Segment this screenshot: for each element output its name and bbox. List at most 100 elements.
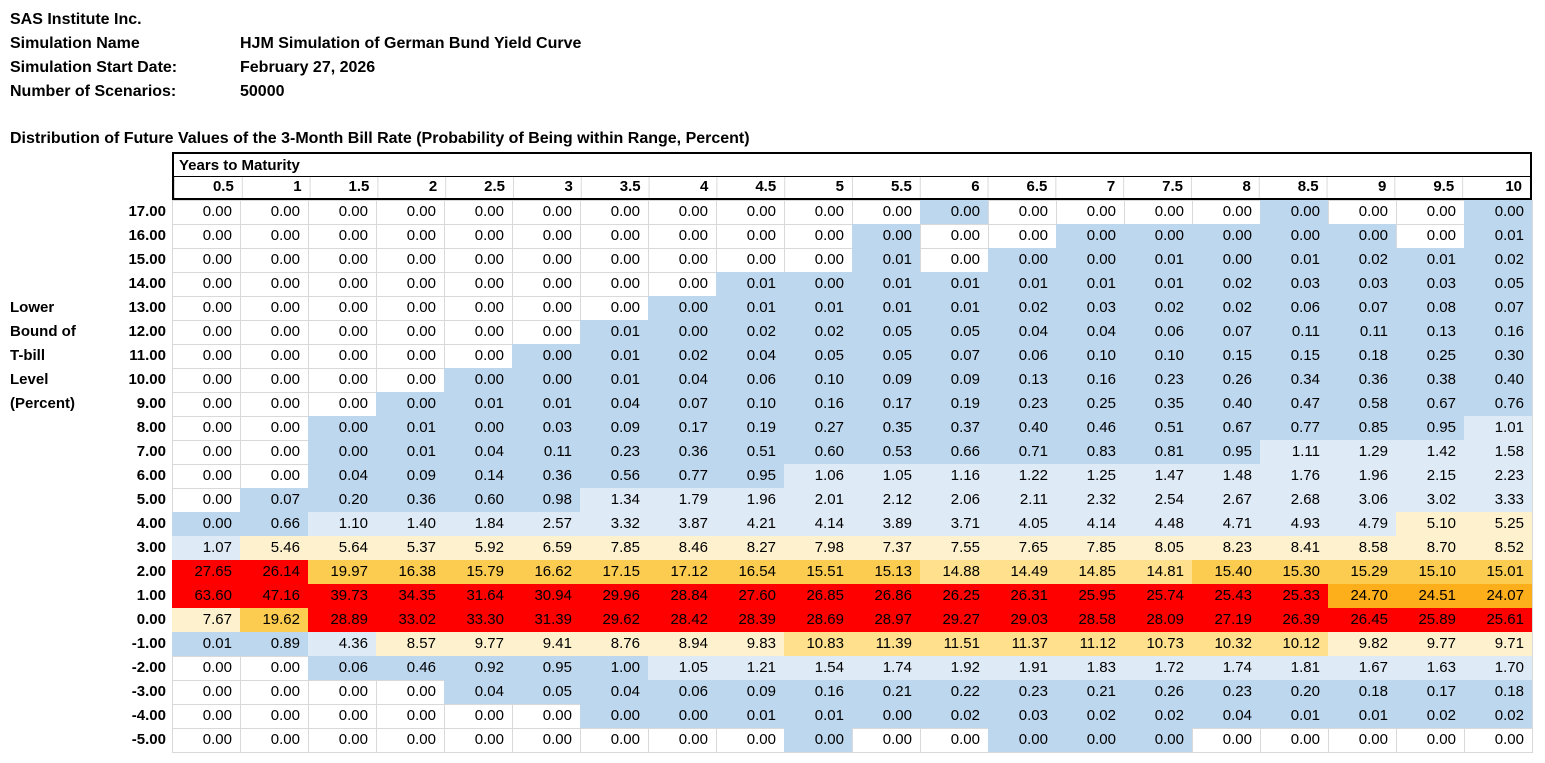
cell: 0.00 — [580, 704, 648, 728]
row-label: 13.00 — [128, 299, 166, 316]
cell: 1.10 — [308, 512, 376, 536]
cell: 4.48 — [1124, 512, 1192, 536]
cell: 0.00 — [1328, 224, 1396, 248]
cell: 8.58 — [1328, 536, 1396, 560]
cell: 0.06 — [308, 656, 376, 680]
cell: 0.46 — [376, 656, 444, 680]
cell: 0.00 — [542, 323, 572, 340]
cell: 0.00 — [338, 299, 368, 316]
cell: 0.00 — [474, 227, 504, 244]
cell: 0.00 — [950, 731, 980, 748]
cell: 8.46 — [648, 536, 716, 560]
cell: 8.94 — [648, 632, 716, 656]
cell: 0.95 — [1396, 416, 1464, 440]
cell: 28.42 — [648, 608, 716, 632]
cell: 0.01 — [784, 704, 852, 728]
cell: 0.30 — [1464, 344, 1532, 368]
cell: 0.00 — [202, 299, 232, 316]
cell: 0.01 — [716, 296, 784, 320]
cell: 17.12 — [648, 560, 716, 584]
cell: 0.02 — [648, 344, 716, 368]
cell: 27.60 — [716, 584, 784, 608]
cell: 0.04 — [1192, 704, 1260, 728]
cell: 3.87 — [648, 512, 716, 536]
cell: 1.42 — [1396, 440, 1464, 464]
cell: 0.01 — [716, 704, 784, 728]
cell: 0.23 — [1124, 368, 1192, 392]
cell: 0.95 — [512, 656, 580, 680]
cell: 0.03 — [1260, 272, 1328, 296]
column-header: 2.5 — [484, 178, 505, 195]
cell: 0.00 — [542, 227, 572, 244]
cell: 0.46 — [1056, 416, 1124, 440]
cell: 0.26 — [1124, 680, 1192, 704]
scenarios-value: 50000 — [240, 83, 285, 100]
cell: 0.00 — [406, 323, 436, 340]
cell: 9.82 — [1328, 632, 1396, 656]
cell: 0.00 — [1124, 728, 1192, 752]
cell: 0.00 — [406, 731, 436, 748]
column-header: 6.5 — [1026, 178, 1048, 195]
cell: 0.04 — [444, 440, 512, 464]
cell: 1.74 — [852, 656, 920, 680]
cell: 0.58 — [1328, 392, 1396, 416]
cell: 5.25 — [1464, 512, 1532, 536]
cell: 0.05 — [852, 344, 920, 368]
cell: 1.01 — [1464, 416, 1532, 440]
cell: 0.04 — [648, 368, 716, 392]
row-label: 4.00 — [136, 515, 166, 532]
cell: 0.53 — [852, 440, 920, 464]
cell: 0.03 — [1328, 272, 1396, 296]
row-group-label-line: Level — [10, 371, 49, 388]
cell: 2.11 — [988, 488, 1056, 512]
cell: 0.25 — [1396, 344, 1464, 368]
cell: 0.00 — [988, 248, 1056, 272]
cell: 0.00 — [406, 251, 436, 268]
cell: 0.07 — [1192, 320, 1260, 344]
cell: 0.16 — [784, 392, 852, 416]
column-header: 1.5 — [348, 178, 370, 195]
cell: 0.00 — [474, 731, 504, 748]
cell: 0.00 — [814, 251, 844, 268]
cell: 1.76 — [1260, 464, 1328, 488]
cell: 10.12 — [1260, 632, 1328, 656]
cell: 0.10 — [1056, 344, 1124, 368]
cell: 0.00 — [784, 272, 852, 296]
cell: 0.00 — [1426, 227, 1456, 244]
cell: 3.32 — [580, 512, 648, 536]
cell: 25.74 — [1124, 584, 1192, 608]
cell: 0.00 — [678, 203, 708, 220]
cell: 0.00 — [270, 659, 300, 676]
cell: 0.01 — [172, 632, 240, 656]
cell: 0.56 — [580, 464, 648, 488]
cell: 0.02 — [784, 320, 852, 344]
cell: 24.70 — [1328, 584, 1396, 608]
cell: 0.35 — [1124, 392, 1192, 416]
cell: 4.21 — [716, 512, 784, 536]
row-group-label-line: Lower — [10, 299, 55, 316]
cell: 26.85 — [784, 584, 852, 608]
cell: 27.65 — [172, 560, 240, 584]
cell: 1.05 — [648, 656, 716, 680]
cell: 0.00 — [1124, 224, 1192, 248]
cell: 11.51 — [920, 632, 988, 656]
cell: 0.13 — [988, 368, 1056, 392]
column-header: 9.5 — [1433, 178, 1455, 195]
cell: 0.01 — [1260, 248, 1328, 272]
cell: 0.00 — [270, 467, 300, 484]
cell: 7.85 — [580, 536, 648, 560]
cell: 0.09 — [580, 416, 648, 440]
cell: 0.00 — [338, 347, 368, 364]
company-name: SAS Institute Inc. — [10, 11, 142, 28]
cell: 0.11 — [1328, 320, 1396, 344]
cell: 0.40 — [1464, 368, 1532, 392]
row-label: 6.00 — [136, 467, 166, 484]
cell: 0.00 — [1086, 203, 1116, 220]
cell: 11.37 — [988, 632, 1056, 656]
cell: 0.00 — [1290, 731, 1320, 748]
cell: 1.34 — [580, 488, 648, 512]
cell: 1.29 — [1328, 440, 1396, 464]
cell: 0.00 — [406, 299, 436, 316]
cell: 15.40 — [1192, 560, 1260, 584]
cell: 0.37 — [920, 416, 988, 440]
